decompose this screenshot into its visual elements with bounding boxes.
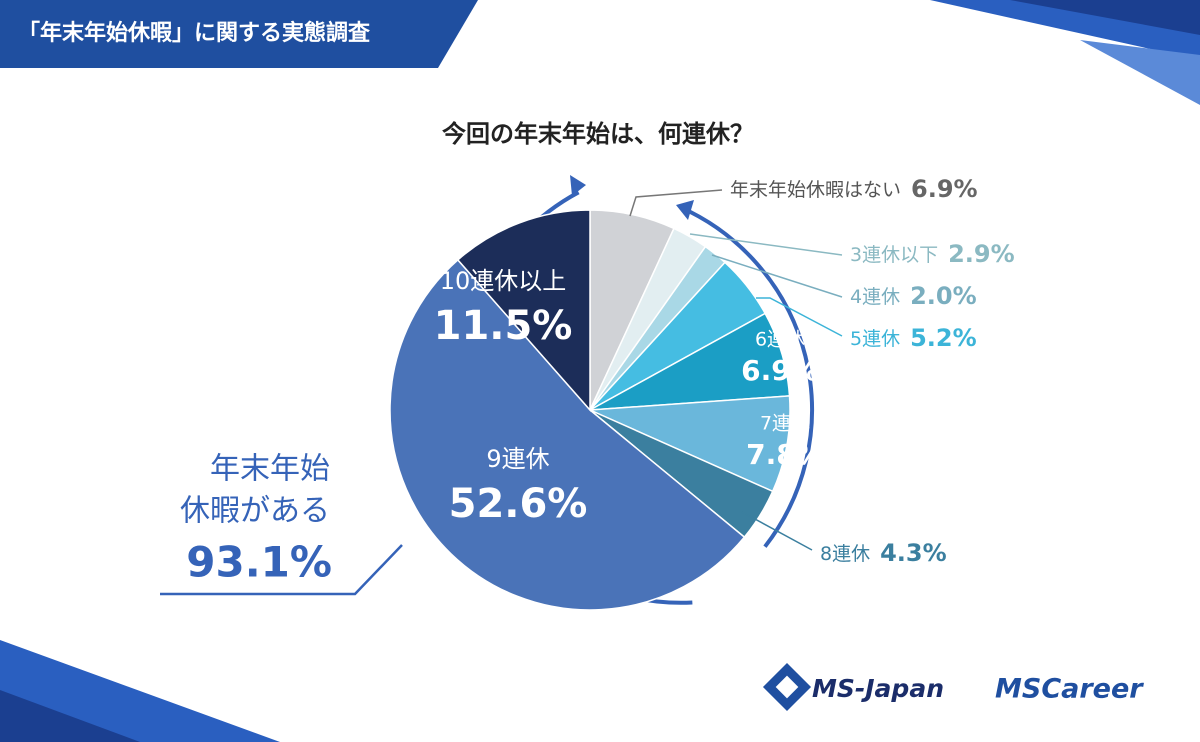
- value-label: 52.6%: [449, 481, 588, 527]
- value-label: 4.3%: [880, 539, 947, 567]
- annotation-text: 年末年始: [210, 452, 330, 487]
- value-label: 6.9%: [741, 354, 819, 387]
- category-label: 4連休: [850, 286, 900, 308]
- leader-line: [629, 189, 723, 217]
- category-label: 7連休: [760, 413, 810, 435]
- bracket-arc: [679, 205, 814, 548]
- category-label: 10連休以上: [440, 267, 567, 295]
- category-label: 8連休: [820, 543, 870, 565]
- value-label: 2.9%: [948, 240, 1015, 268]
- pie-slice: [589, 395, 791, 493]
- slice-label: 年末年始休暇はない 6.9%: [730, 175, 978, 203]
- value-label: 11.5%: [434, 303, 573, 349]
- logo-text: MS-Japan: [812, 674, 944, 703]
- value-label: 5.2%: [910, 324, 977, 352]
- annotation-text: 休暇がある: [180, 494, 330, 529]
- leader-line: [741, 511, 813, 551]
- arrow-head: [676, 200, 694, 220]
- logos: MS-Japan MSCareer: [762, 662, 1144, 712]
- slice-label: 3連休以下 2.9%: [850, 240, 1015, 268]
- annotation-line: [160, 544, 403, 596]
- chart-title: 今回の年末年始は、何連休？: [442, 120, 754, 148]
- annotation-value: 93.1%: [186, 538, 332, 587]
- slice-label: 8連休 4.3%: [820, 539, 947, 567]
- category-label: 3連休以下: [850, 244, 938, 266]
- logo-icon: [775, 675, 799, 699]
- category-label: 5連休: [850, 328, 900, 350]
- value-label: 6.9%: [911, 175, 978, 203]
- header-title: 「年末年始休暇」に関する実態調査: [18, 20, 371, 46]
- category-label: 9連休: [486, 445, 549, 473]
- leader-line: [756, 297, 843, 337]
- slice-label: 5連休 5.2%: [850, 324, 977, 352]
- value-label: 7.8%: [746, 438, 824, 471]
- stripe: [1010, 0, 1200, 35]
- stripe: [0, 690, 140, 742]
- stripe: [1080, 40, 1200, 105]
- value-label: 2.0%: [910, 282, 977, 310]
- slice-label: 4連休 2.0%: [850, 282, 977, 310]
- leader-line: [711, 254, 843, 298]
- pie-slice: [456, 209, 591, 412]
- pie-slice: [389, 258, 746, 611]
- logo-text: MSCareer: [995, 674, 1144, 705]
- category-label: 年末年始休暇はない: [730, 179, 901, 201]
- category-label: 6連休: [755, 329, 805, 351]
- header-banner: [0, 0, 478, 68]
- arrow-head: [570, 175, 586, 196]
- leader-line: [689, 233, 843, 256]
